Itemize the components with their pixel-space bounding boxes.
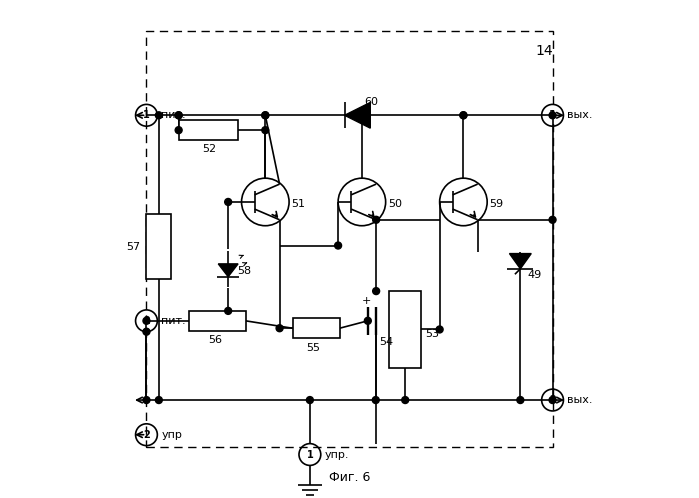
Polygon shape xyxy=(218,264,238,277)
Text: упр: упр xyxy=(161,430,182,440)
Text: 55: 55 xyxy=(307,343,321,353)
Circle shape xyxy=(175,112,182,119)
Bar xyxy=(147,31,552,447)
Polygon shape xyxy=(345,103,370,128)
Circle shape xyxy=(517,396,524,403)
Text: +: + xyxy=(362,296,371,306)
Circle shape xyxy=(224,199,231,205)
Polygon shape xyxy=(510,253,531,269)
Text: 57: 57 xyxy=(127,242,140,251)
Circle shape xyxy=(262,112,269,119)
Circle shape xyxy=(262,126,269,133)
Text: 50: 50 xyxy=(388,199,402,209)
Circle shape xyxy=(175,126,182,133)
Circle shape xyxy=(373,288,380,294)
Text: 2: 2 xyxy=(549,395,556,405)
Text: 2: 2 xyxy=(143,316,150,326)
Circle shape xyxy=(143,328,150,335)
Text: 53: 53 xyxy=(425,329,439,339)
Circle shape xyxy=(460,112,467,119)
Text: 56: 56 xyxy=(208,335,222,345)
Circle shape xyxy=(262,112,269,119)
Circle shape xyxy=(155,396,162,403)
Circle shape xyxy=(402,396,409,403)
Text: вых.: вых. xyxy=(568,395,593,405)
Text: 14: 14 xyxy=(535,44,553,58)
Text: пит.: пит. xyxy=(161,110,186,121)
Circle shape xyxy=(460,112,467,119)
Circle shape xyxy=(175,112,182,119)
Circle shape xyxy=(373,396,380,403)
Circle shape xyxy=(335,242,342,249)
Text: Фиг. 6: Фиг. 6 xyxy=(329,471,370,484)
Text: 1: 1 xyxy=(549,110,556,121)
Bar xyxy=(179,120,238,140)
Text: 2: 2 xyxy=(143,430,150,440)
Circle shape xyxy=(155,112,162,119)
Circle shape xyxy=(549,112,556,119)
Circle shape xyxy=(143,317,150,324)
Circle shape xyxy=(224,307,231,314)
Circle shape xyxy=(549,396,556,403)
Text: 60: 60 xyxy=(364,98,378,108)
Text: 52: 52 xyxy=(203,144,217,154)
Circle shape xyxy=(276,325,283,332)
Circle shape xyxy=(373,216,380,223)
Bar xyxy=(189,311,245,331)
Text: вых.: вых. xyxy=(568,110,593,121)
Bar xyxy=(293,318,340,338)
Circle shape xyxy=(359,112,366,119)
Text: 51: 51 xyxy=(291,199,305,209)
Bar xyxy=(147,214,171,279)
Text: 58: 58 xyxy=(237,266,251,276)
Text: пит.: пит. xyxy=(161,316,186,326)
Text: 1: 1 xyxy=(306,450,313,460)
Circle shape xyxy=(436,326,443,333)
Text: упр.: упр. xyxy=(325,450,350,460)
Text: 1: 1 xyxy=(143,110,150,121)
Circle shape xyxy=(143,396,150,403)
Text: 54: 54 xyxy=(379,337,393,347)
Circle shape xyxy=(549,216,556,223)
Circle shape xyxy=(306,396,313,403)
Bar xyxy=(389,291,421,368)
Text: 49: 49 xyxy=(528,270,542,280)
Circle shape xyxy=(359,112,366,119)
Text: 59: 59 xyxy=(489,199,504,209)
Circle shape xyxy=(364,317,371,324)
